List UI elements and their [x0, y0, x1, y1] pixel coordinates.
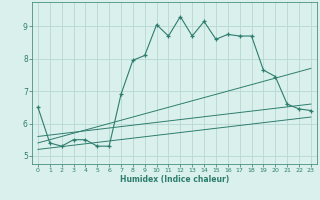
X-axis label: Humidex (Indice chaleur): Humidex (Indice chaleur): [120, 175, 229, 184]
